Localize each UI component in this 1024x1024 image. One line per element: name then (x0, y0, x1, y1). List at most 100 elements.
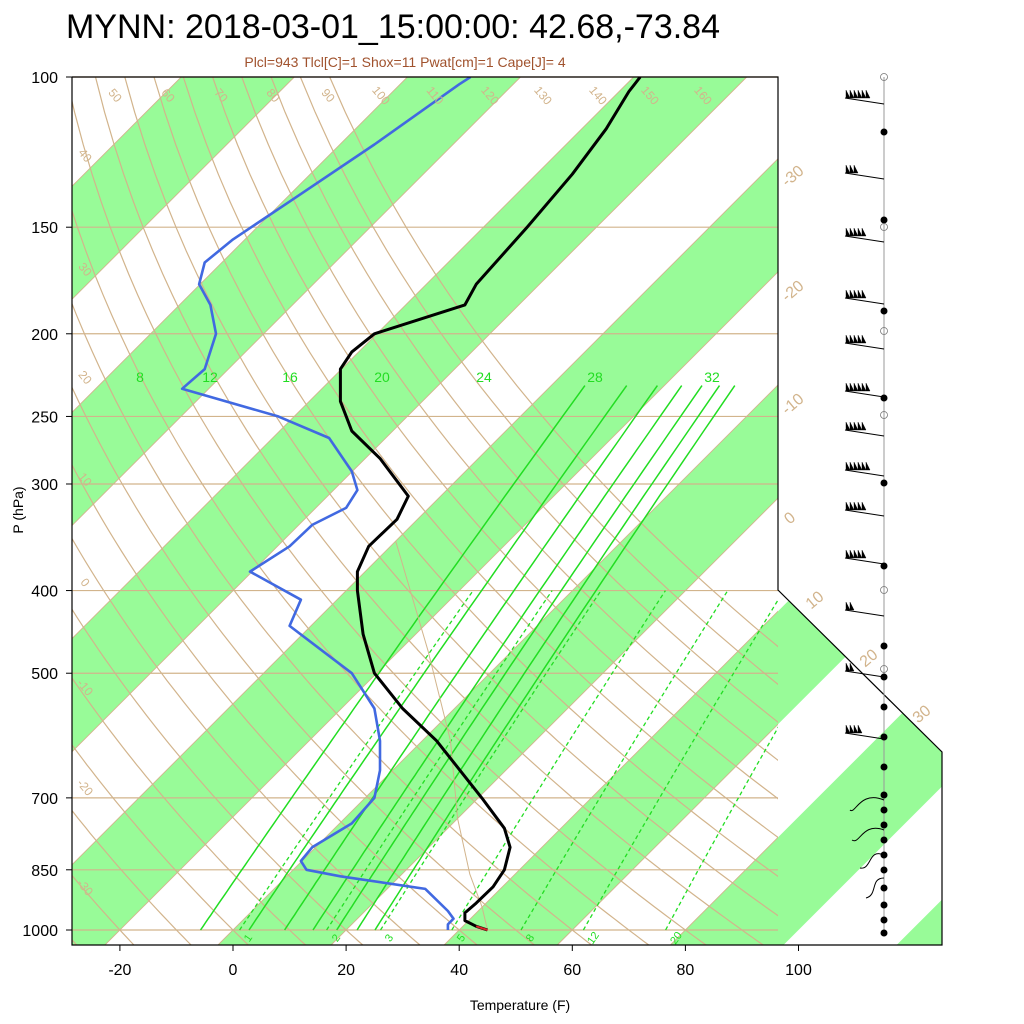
wind-barb-flag (853, 382, 859, 392)
wind-level-dot (880, 216, 888, 224)
wind-barb-shaft (844, 557, 885, 565)
mixing-ratio-label-top: 16 (282, 369, 298, 385)
y-tick-label: 200 (31, 327, 58, 344)
wind-barb-shaft (844, 342, 885, 350)
y-tick-label: 500 (31, 666, 58, 683)
y-axis-title: P (hPa) (10, 486, 26, 533)
wind-barb-flag (849, 549, 855, 559)
wind-level-dot (880, 884, 888, 892)
wind-barb-shaft (844, 429, 885, 437)
x-tick-label: 60 (563, 962, 581, 979)
wind-barb-flag (861, 382, 867, 392)
wind-level-dot (880, 733, 888, 741)
wind-barb-shaft (844, 172, 885, 180)
dry-adiabat-line (124, 77, 778, 917)
wind-level-open-dot (880, 411, 888, 419)
wind-barb-flag (857, 227, 863, 237)
wind-barb-flag (861, 421, 867, 431)
isotherm-label: 0 (781, 509, 799, 528)
wind-barb-flag (857, 421, 863, 431)
x-tick-label: 0 (229, 962, 238, 979)
wind-barb-shaft (844, 97, 885, 105)
parcel-path (395, 540, 488, 931)
mixing-ratio-label-top: 24 (476, 369, 492, 385)
moist-adiabat-line (283, 385, 659, 931)
mixing-ratio-label-bottom: 3 (383, 932, 396, 944)
wind-barb-shaft (844, 235, 885, 243)
wind-level-dot (880, 307, 888, 315)
chart-title: MYNN: 2018-03-01_15:00:00: 42.68,-73.84 (66, 8, 721, 46)
wind-barb-flag (845, 461, 851, 471)
isotherm-line (556, 723, 778, 945)
wind-barb-flag (845, 89, 851, 99)
moist-adiabat-line (199, 385, 586, 931)
dry-adiabat-line (72, 386, 536, 945)
wind-level-dot (880, 916, 888, 924)
dry-adiabat-line (241, 77, 778, 762)
wind-barb-shaft (844, 297, 885, 305)
y-tick-label: 700 (31, 791, 58, 808)
wind-level-dot (880, 763, 888, 771)
wind-barb-shaft (844, 670, 885, 678)
mixing-ratio-label-top: 32 (704, 369, 720, 385)
wind-barb-flag (861, 549, 867, 559)
wind-barb-flag (853, 501, 859, 511)
wind-barb-flag (857, 501, 863, 511)
adiabat-label: 50 (105, 86, 125, 105)
wind-barb-flag (857, 334, 863, 344)
moist-adiabat-lines (199, 385, 736, 931)
isotherm-line (72, 77, 634, 640)
wind-barb-flag (849, 501, 855, 511)
y-tick-label: 300 (31, 477, 58, 494)
isotherm-line (72, 77, 408, 414)
wind-barb-flag (849, 164, 855, 174)
wind-barb-shaft (859, 853, 885, 869)
wind-barb-shaft (849, 797, 885, 812)
wind-barb-shaft (844, 732, 885, 740)
adiabat-label: -20 (74, 776, 96, 799)
wind-barb-flag (849, 601, 855, 611)
wind-level-dot (880, 642, 888, 650)
dry-adiabat-line (153, 77, 778, 878)
wind-barb-flag (861, 227, 867, 237)
wind-barb-flag (853, 89, 859, 99)
dry-adiabat-line (182, 77, 778, 839)
wind-level-dot (880, 562, 888, 570)
isotherm-line (897, 77, 1024, 945)
wind-barb-flag (857, 89, 863, 99)
wind-barb-flag (865, 382, 871, 392)
isotherm-line (72, 77, 295, 300)
mixing-ratio-label-bottom: 5 (455, 932, 468, 944)
temperature-band (778, 590, 942, 945)
isotherm-lines (72, 77, 1024, 945)
wind-barb-shaft (844, 509, 885, 517)
dry-adiabat-line (72, 874, 135, 945)
y-tick-label: 150 (31, 220, 58, 237)
wind-barb-shaft (844, 469, 885, 477)
wind-level-open-dot (880, 223, 888, 231)
wind-level-open-dot (880, 327, 888, 335)
isotherm-label: 10 (803, 588, 828, 613)
mixing-ratio-label-top: 8 (136, 369, 144, 385)
wind-barb-flag (865, 461, 871, 471)
wind-barb-flag (853, 289, 859, 299)
wind-barb-shaft (844, 390, 885, 398)
wind-barb-flag (845, 549, 851, 559)
moist-adiabat-line (356, 385, 721, 931)
dry-adiabat-lines (72, 77, 778, 945)
moist-adiabat-line (312, 385, 683, 931)
wind-level-dot (880, 703, 888, 711)
y-tick-label: 1000 (22, 923, 58, 940)
wind-barb-flag (845, 334, 851, 344)
chart-subtitle: Plcl=943 Tlcl[C]=1 Shox=11 Pwat[cm]=1 Ca… (244, 54, 566, 70)
wind-barb-flag (861, 89, 867, 99)
wind-barb-column (844, 73, 888, 937)
wind-barb-flag (861, 334, 867, 344)
wind-barb-flag (857, 724, 863, 734)
wind-barb-flag (857, 289, 863, 299)
wind-level-open-dot (880, 73, 888, 81)
dry-adiabat-line (72, 608, 364, 945)
wind-barb-flag (849, 461, 855, 471)
